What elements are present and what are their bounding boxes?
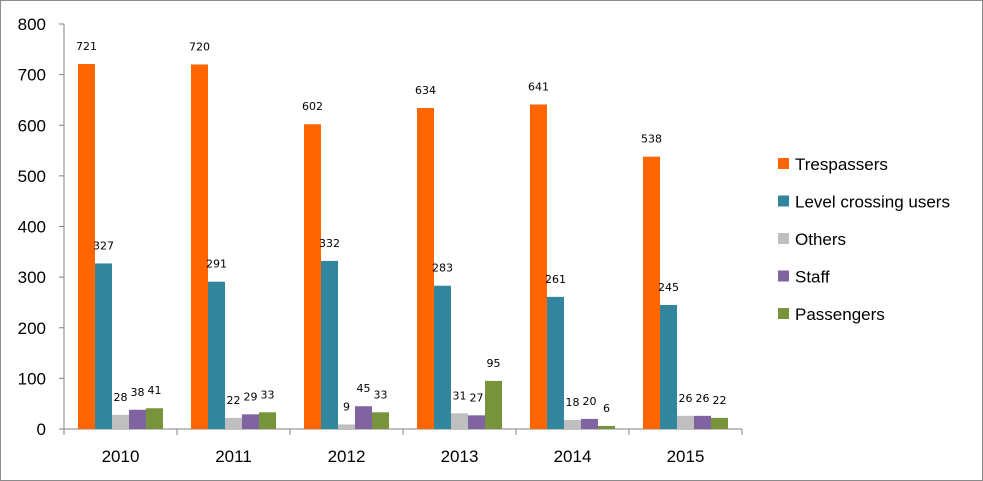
data-label: 20: [583, 395, 597, 408]
bar: [434, 285, 451, 429]
x-tick-label: 2013: [441, 447, 479, 466]
bar: [225, 417, 242, 429]
bar: [95, 263, 112, 429]
data-label: 22: [713, 394, 727, 407]
bar: [530, 104, 547, 430]
data-label: 29: [244, 390, 258, 403]
legend-swatch: [778, 233, 789, 244]
data-label: 27: [470, 391, 484, 404]
y-tick-label: 700: [18, 66, 46, 85]
data-label: 634: [415, 84, 436, 97]
data-label: 332: [319, 237, 340, 250]
data-label: 283: [432, 262, 453, 275]
x-tick-label: 2012: [328, 447, 366, 466]
bar: [208, 281, 225, 429]
data-label: 28: [114, 391, 128, 404]
data-label: 641: [528, 80, 549, 93]
data-label: 9: [343, 400, 350, 413]
bar: [355, 406, 372, 429]
data-label: 327: [93, 239, 114, 252]
x-tick-label: 2015: [667, 447, 705, 466]
data-label: 31: [453, 389, 467, 402]
bar: [694, 415, 711, 429]
data-label: 261: [545, 273, 566, 286]
bar: [191, 64, 208, 429]
data-label: 721: [76, 40, 97, 53]
data-label: 38: [131, 386, 145, 399]
y-tick-label: 400: [18, 218, 46, 237]
y-tick-label: 200: [18, 319, 46, 338]
bar: [564, 419, 581, 429]
data-label: 33: [261, 388, 275, 401]
bar: [468, 415, 485, 429]
bar: [547, 296, 564, 429]
bar: [451, 413, 468, 429]
legend-swatch: [778, 195, 789, 207]
bar: [129, 409, 146, 429]
y-tick-label: 800: [18, 15, 46, 34]
x-tick-label: 2011: [215, 447, 252, 466]
bar: [242, 414, 259, 429]
bar: [711, 417, 728, 429]
data-label: 245: [658, 281, 679, 294]
data-label: 26: [679, 392, 693, 405]
data-label: 291: [206, 258, 227, 271]
legend: Trespassers Level crossing users Others Sta…: [778, 155, 950, 324]
bar: [417, 108, 434, 429]
legend-swatch: [778, 158, 789, 169]
x-tick-label: 2014: [554, 447, 592, 466]
bar: [78, 63, 95, 430]
bar: [304, 124, 321, 430]
y-axis: 0 100 200 300 400 500 600 700 800: [18, 15, 65, 439]
legend-label: Level crossing users: [795, 193, 950, 212]
x-tick-label: 2010: [102, 447, 140, 466]
bar: [485, 380, 502, 429]
legend-swatch: [778, 308, 789, 319]
data-label: 45: [357, 382, 371, 395]
bar: [146, 408, 163, 429]
legend-label: Trespassers: [795, 155, 888, 174]
bar: [581, 418, 598, 429]
legend-label: Staff: [795, 268, 830, 287]
data-label: 33: [374, 388, 388, 401]
legend-swatch: [778, 270, 789, 282]
data-label: 602: [302, 100, 323, 113]
bar: [259, 412, 276, 429]
data-label: 720: [189, 41, 210, 54]
y-tick-label: 500: [18, 167, 46, 186]
legend-label: Passengers: [795, 305, 885, 324]
y-tick-label: 600: [18, 116, 46, 135]
data-label: 26: [696, 392, 710, 405]
bar: [660, 304, 677, 429]
data-label: 18: [566, 396, 580, 409]
data-label: 6: [603, 402, 610, 415]
data-label: 95: [487, 357, 501, 370]
bar: [112, 414, 129, 429]
bar: [338, 424, 355, 429]
data-label: 22: [227, 394, 241, 407]
data-label: 41: [148, 384, 162, 397]
x-axis: 2010 2011 2012 2013 2014 2015: [63, 428, 743, 466]
legend-label: Others: [795, 230, 846, 249]
bar: [677, 415, 694, 429]
bar: [372, 412, 389, 429]
y-tick-label: 0: [37, 420, 46, 439]
y-tick-label: 100: [18, 369, 46, 388]
data-label: 538: [641, 133, 662, 146]
bar: [643, 156, 660, 429]
bars: [78, 63, 728, 430]
y-tick-label: 300: [18, 268, 46, 287]
bar: [598, 425, 615, 429]
bar: [321, 260, 338, 429]
